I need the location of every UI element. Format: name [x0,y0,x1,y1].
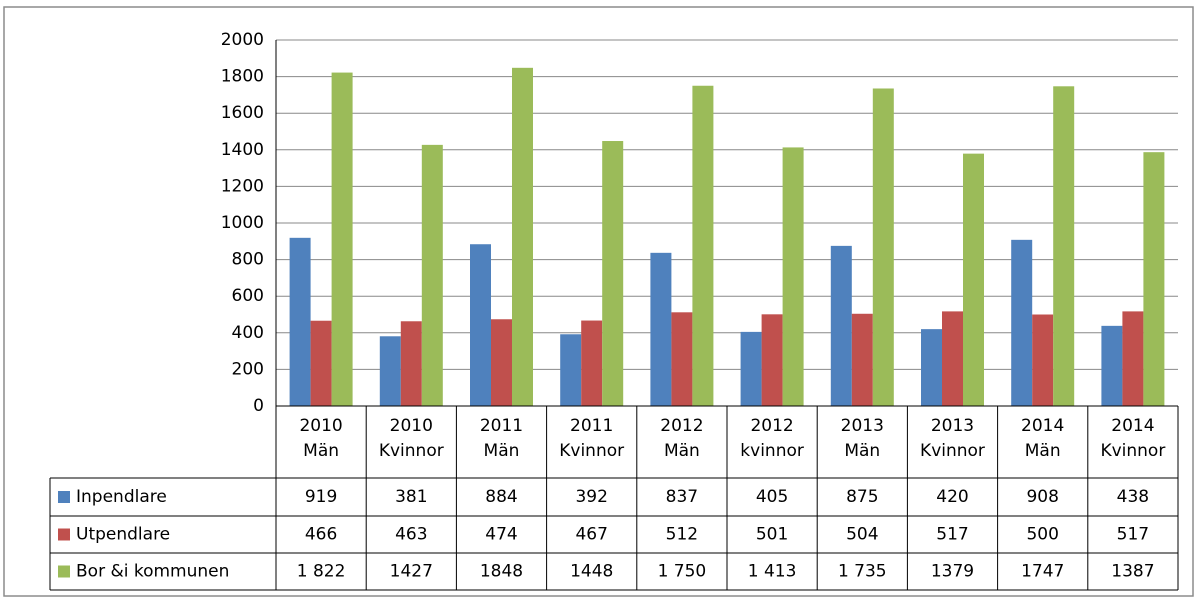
table-value: 474 [485,525,517,545]
x-tick-label: 2010 Män [299,416,343,461]
table-value: 919 [305,487,337,507]
table-value: 517 [936,525,968,545]
bar [830,245,852,406]
table-value: 1 822 [297,562,346,582]
bar [581,320,603,406]
table-value: 875 [846,487,878,507]
x-tick-label-box: 2012 kvinnor [740,416,804,461]
x-tick-label: 2012 Män [660,416,704,461]
table-value: 1747 [1021,562,1064,582]
y-tick-label: 600 [232,286,264,306]
table-value: 405 [756,487,788,507]
table-value: 392 [575,487,607,507]
table-value: 501 [756,525,788,545]
table-value: 463 [395,525,427,545]
table-value: 517 [1117,525,1149,545]
x-tick-label-box: 2010 Män [299,416,343,461]
x-tick-label-box: 2011 Kvinnor [559,416,625,461]
table-value: 1 413 [748,562,797,582]
bar [671,312,693,406]
table-value: 1 735 [838,562,887,582]
table-value: 1448 [570,562,613,582]
y-tick-label: 1200 [221,176,264,196]
bar [1032,314,1054,406]
bar [1143,152,1165,406]
x-tick-label-box: 2014 Män [1021,416,1065,461]
table-value: 1379 [931,562,974,582]
legend-swatch [58,565,70,578]
bar [560,334,582,406]
y-tick-label: 2000 [221,30,264,50]
bar [379,336,401,406]
bar [942,311,963,406]
table-value: 420 [936,487,968,507]
table-value: 908 [1026,487,1058,507]
y-tick-label: 400 [232,323,264,343]
bar [400,321,422,406]
bar [872,88,894,407]
bar [1011,239,1033,406]
table-value: 1427 [390,562,433,582]
table-value: 467 [575,525,607,545]
x-tick-label: 2013 Män [840,416,884,461]
x-tick-label-box: 2010 Kvinnor [378,416,444,461]
bar [1101,325,1123,406]
bar [740,331,762,406]
y-tick-label: 1400 [221,140,264,160]
bar [921,329,942,406]
table-value: 1848 [480,562,523,582]
table-value: 884 [485,487,517,507]
bar [761,314,783,406]
x-tick-label: 2013 Kvinnor [920,416,985,461]
bar [1122,311,1144,406]
y-tick-label: 0 [253,396,264,416]
bar [491,319,512,406]
table-value: 1387 [1111,562,1154,582]
y-tick-label: 1800 [221,67,264,87]
bar [289,237,311,406]
bar [470,244,491,406]
chart-border [3,6,1194,597]
x-tick-label-box: 2013 Män [840,416,884,461]
bar [331,72,353,406]
y-tick-label: 1600 [221,103,264,123]
y-tick-label: 1000 [221,213,264,233]
legend-label: Inpendlare [76,487,167,507]
x-tick-label-box: 2013 Kvinnor [920,416,985,461]
legend-swatch [58,528,70,541]
x-tick-label: 2011 Kvinnor [559,416,625,461]
bar [1053,86,1075,406]
y-tick-label: 200 [232,359,264,379]
bar [650,252,672,406]
legend-label: Utpendlare [76,525,170,545]
x-tick-label: 2010 Kvinnor [378,416,444,461]
table-value: 381 [395,487,427,507]
bar [782,147,804,406]
x-tick-label: 2011 Män [479,416,524,461]
x-tick-label-box: 2012 Män [660,416,704,461]
bar [963,153,984,406]
bar [602,141,624,407]
x-tick-label-box: 2014 Kvinnor [1100,416,1166,461]
bar [310,320,332,406]
x-tick-label: 2012 kvinnor [740,416,804,461]
legend-swatch [58,491,70,503]
bar [851,313,873,406]
x-tick-label: 2014 Män [1021,416,1065,461]
bar [512,67,533,406]
x-tick-label: 2014 Kvinnor [1100,416,1166,461]
legend-label: Bor &i kommunen [76,562,229,582]
table-value: 504 [846,525,878,545]
table-value: 512 [666,525,698,545]
x-tick-label-box: 2011 Män [479,416,524,461]
table-value: 500 [1026,525,1058,545]
table-value: 837 [666,487,698,507]
table-value: 438 [1117,487,1149,507]
bar [692,85,714,406]
table-value: 466 [305,525,337,545]
y-tick-label: 800 [232,250,264,270]
table-value: 1 750 [658,562,707,582]
bar [421,144,443,406]
